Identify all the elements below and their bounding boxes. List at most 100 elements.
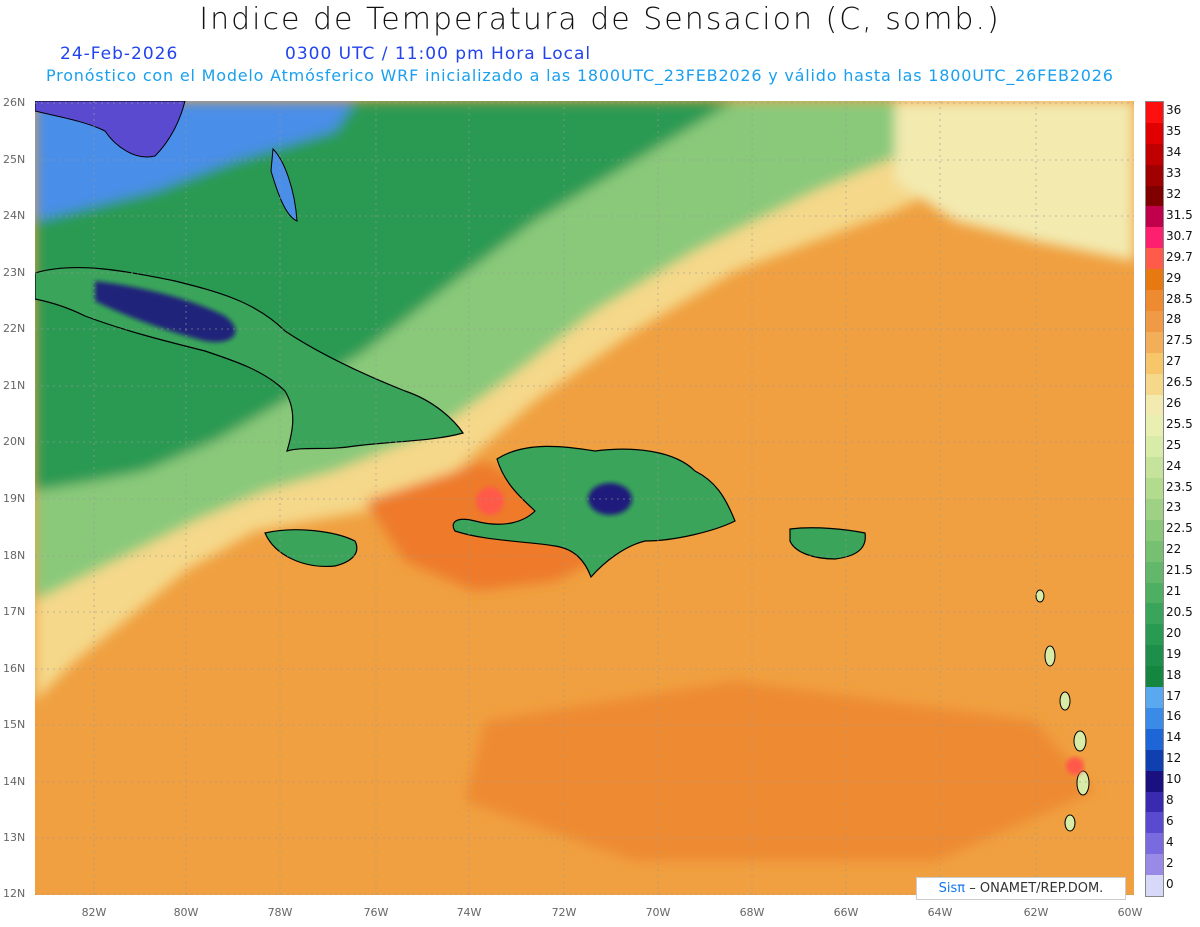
lat-label: 24N [3,209,26,222]
lon-label: 70W [645,906,671,919]
color-scale-segment [1146,164,1163,187]
color-scale-segment [1146,206,1163,228]
color-scale-segment [1146,770,1163,793]
color-scale-label: 22.5 [1166,521,1193,536]
color-scale-label: 25 [1166,437,1182,452]
color-scale-label: 36 [1166,103,1182,118]
color-scale-label: 17 [1166,688,1182,703]
map-canvas [35,101,1134,895]
color-scale-label: 21 [1166,584,1182,599]
chart-title: Indice de Temperatura de Sensacion (C, s… [199,2,1001,37]
lat-label: 25N [3,153,26,166]
hispaniola-island [452,445,736,579]
color-scale-segment [1146,854,1163,876]
color-scale-label: 12 [1166,751,1182,766]
color-scale-label: 8 [1166,792,1174,807]
color-scale-segment [1146,415,1163,437]
color-scale-segment [1146,624,1163,646]
color-scale-segment [1146,833,1163,855]
color-scale-segment [1146,394,1163,416]
lat-label: 12N [3,887,26,900]
credit-box: Sisπ – ONAMET/REP.DOM. [916,877,1126,900]
lon-label: 74W [456,906,482,919]
lat-label: 18N [3,549,26,562]
lon-label: 78W [267,906,293,919]
color-scale-label: 0 [1166,876,1174,891]
color-scale-label: 25.5 [1166,416,1193,431]
model-info: Pronóstico con el Modelo Atmósferico WRF… [46,66,1114,85]
florida [35,101,186,158]
color-scale-segment [1146,645,1163,667]
cuba-cold-core [95,281,236,342]
color-scale-segment [1146,791,1163,813]
color-scale-label: 19 [1166,646,1182,661]
grid-lines [35,101,1134,895]
color-scale-segment [1146,519,1163,542]
color-scale-label: 4 [1166,834,1174,849]
lon-label: 76W [363,906,389,919]
color-scale-segment [1146,875,1163,897]
lon-label: 68W [739,906,765,919]
credit-text: – ONAMET/REP.DOM. [969,881,1104,896]
color-scale-label: 23 [1166,500,1182,515]
hot-spot-martinique [1066,757,1084,775]
color-scale-label: 32 [1166,187,1182,202]
color-scale-label: 16 [1166,709,1182,724]
date-label: 24-Feb-2026 [60,44,179,64]
lat-label: 15N [3,718,26,731]
color-scale-segment [1146,582,1163,604]
time-label: 0300 UTC / 11:00 pm Hora Local [285,44,592,64]
color-scale-segment [1146,352,1163,375]
bahamas-andros [270,147,298,222]
color-scale-segment [1146,728,1163,751]
color-scale-label: 26.5 [1166,375,1193,390]
color-scale-segment [1146,331,1163,354]
color-scale-segment [1146,269,1163,291]
color-scale-segment [1146,687,1163,709]
color-scale-label: 10 [1166,772,1182,787]
color-scale-label: 26 [1166,395,1182,410]
color-scale-label: 29.7 [1166,249,1193,264]
color-scale-label: 35 [1166,124,1182,139]
color-scale-label: 34 [1166,145,1182,160]
jamaica-island [264,529,358,568]
color-scale-segment [1146,227,1163,249]
color-scale-label: 2 [1166,855,1174,870]
color-scale-bar [1145,101,1164,897]
sispi-logo-text: Sisπ [938,881,966,896]
hispaniola-cold-core [588,483,632,515]
color-scale-segment [1146,373,1163,396]
color-scale-label: 20.5 [1166,604,1193,619]
color-scale-label: 24 [1166,458,1182,473]
lon-label: 62W [1023,906,1049,919]
color-scale-segment [1146,290,1163,312]
color-scale-segment [1146,478,1163,500]
color-scale-segment [1146,436,1163,458]
color-scale-segment [1146,143,1163,166]
color-scale-segment [1146,185,1163,207]
color-scale-segment [1146,457,1163,479]
lat-label: 19N [3,492,26,505]
color-scale-segment [1146,310,1163,333]
lat-label: 16N [3,662,26,675]
color-scale-label: 28 [1166,312,1182,327]
color-scale-label: 31.5 [1166,207,1193,222]
color-scale-segment [1146,812,1163,834]
lon-label: 72W [551,906,577,919]
color-scale-label: 14 [1166,730,1182,745]
lat-label: 17N [3,605,26,618]
color-scale-label: 20 [1166,625,1182,640]
hot-spot-haiti [476,487,504,515]
color-scale-segment [1146,603,1163,625]
color-scale-label: 30.7 [1166,228,1193,243]
lat-label: 21N [3,379,26,392]
lat-label: 20N [3,435,26,448]
color-scale-label: 28.5 [1166,291,1193,306]
color-scale-segment [1146,561,1163,584]
green-field-dark [35,101,735,491]
color-scale-label: 6 [1166,813,1174,828]
lon-label: 60W [1117,906,1143,919]
puerto-rico-island [789,527,866,560]
lat-label: 26N [3,96,26,109]
color-scale-segment [1146,248,1163,270]
